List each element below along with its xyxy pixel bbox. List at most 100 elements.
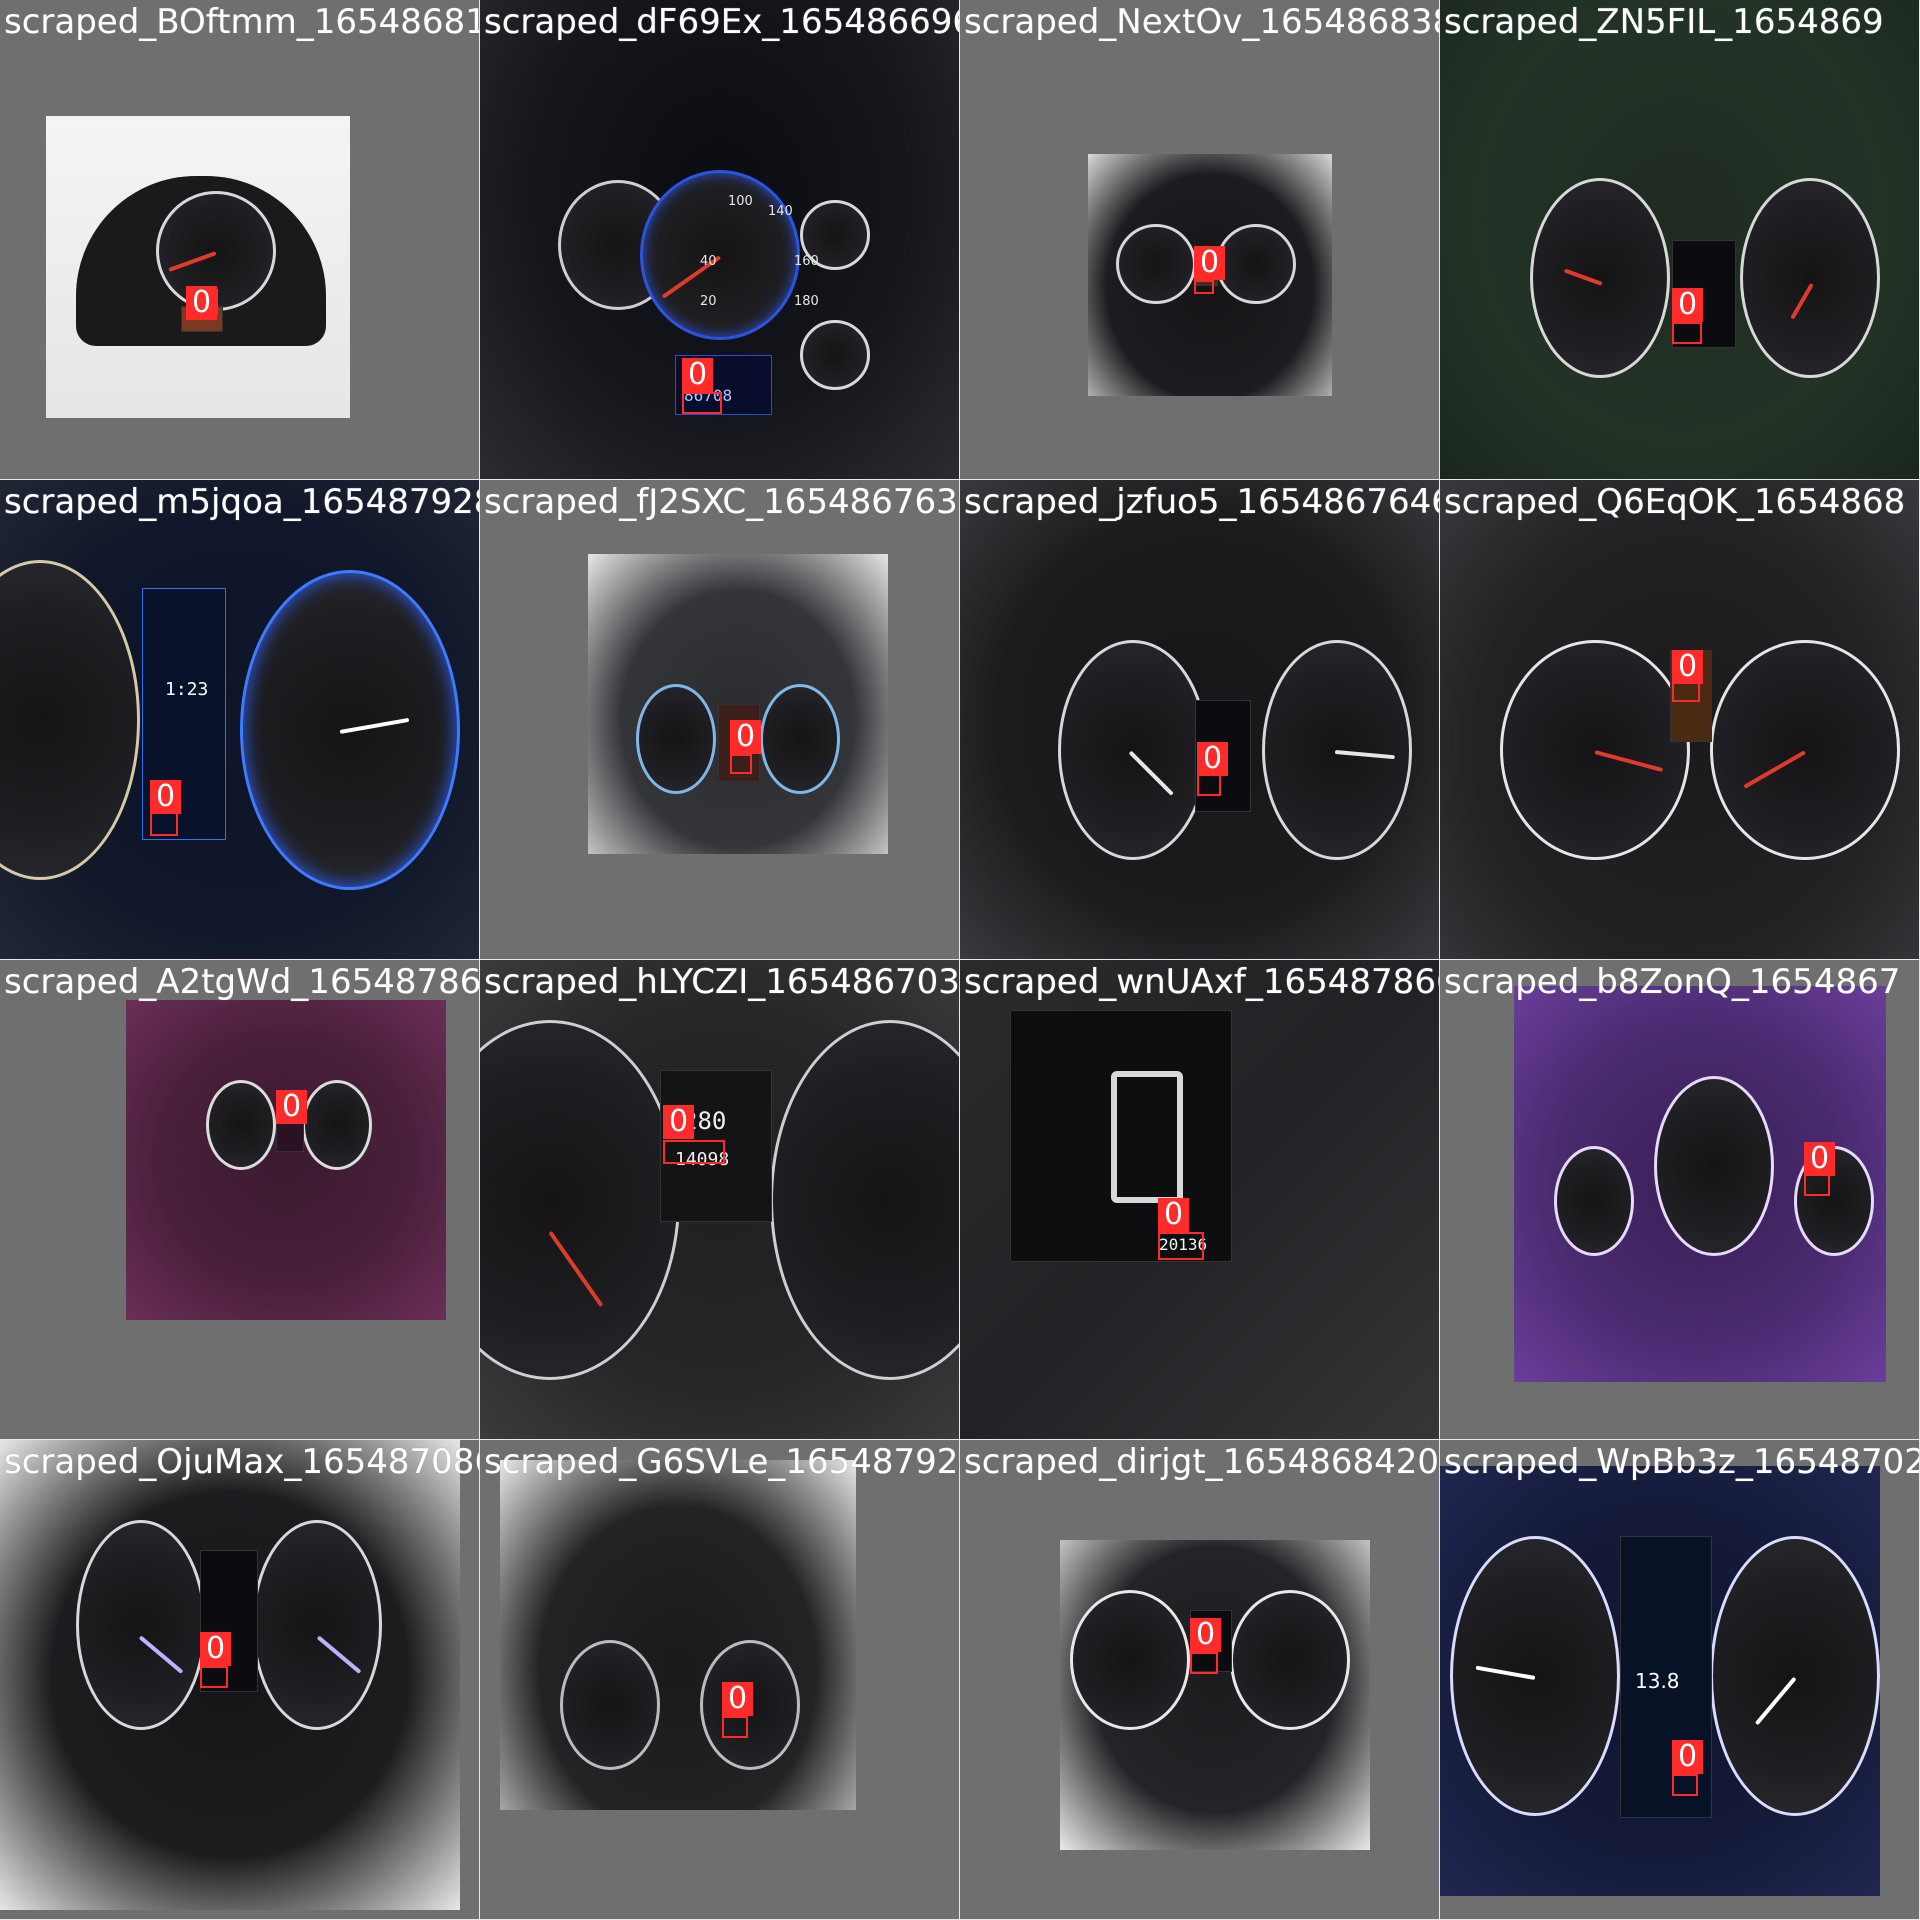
- detection-label: 0: [1672, 288, 1704, 322]
- fuel-gauge: [800, 320, 870, 390]
- speedometer: [560, 1640, 660, 1770]
- detection-box: [1158, 1232, 1204, 1260]
- tile-caption: scraped_m5jqoa_1654879285221.jpg: [4, 482, 480, 522]
- detection-label: 0: [730, 720, 762, 754]
- speedometer: [1710, 640, 1900, 860]
- fuel-economy-value: 13.8: [1635, 1669, 1680, 1693]
- tile-12: scraped_b8ZonQ_1654867 0: [1440, 960, 1920, 1440]
- dashboard-photo: 280 14098 0: [480, 960, 959, 1439]
- tile-14: 0 scraped_G6SVLe_1654879293356.jpg: [480, 1440, 960, 1920]
- detection-label: 0: [1672, 650, 1704, 684]
- tile-caption: scraped_WpBb3z_16548702: [1444, 1442, 1920, 1482]
- detection-label: 0: [1158, 1198, 1190, 1232]
- tile-13: 0 scraped_OjuMax_1654870864259.jpg: [0, 1440, 480, 1920]
- dashboard-photo: 0: [960, 480, 1439, 959]
- dashboard-photo: 0: [126, 1000, 446, 1320]
- dashboard-photo: 0: [500, 1460, 856, 1810]
- tick-label: 20: [700, 294, 717, 309]
- tile-caption: scraped_b8ZonQ_1654867: [1444, 962, 1901, 1002]
- tachometer: [770, 1020, 959, 1380]
- tile-1: scraped_BOftmm_1654868138502.jpg 0: [0, 0, 480, 480]
- tick-label: 180: [794, 294, 819, 309]
- tile-caption: scraped_wnUAxf_1654878664282.jpg: [964, 962, 1439, 1002]
- tile-10: 280 14098 0 scraped_hLYCZI_1654867035290…: [480, 960, 960, 1440]
- tile-5: 1:23 0 scraped_m5jqoa_1654879285221.jpg: [0, 480, 480, 960]
- tile-caption: scraped_A2tgWd_1654878679181.jpg: [4, 962, 480, 1002]
- dashboard-photo: 1:23 0: [0, 480, 479, 959]
- clock-value: 1:23: [165, 679, 209, 700]
- detection-label: 0: [1197, 742, 1229, 776]
- dashboard-photo: 0: [1440, 480, 1919, 959]
- detection-box: [663, 1140, 725, 1164]
- tachometer: [1230, 1590, 1350, 1730]
- info-display: 13.8: [1620, 1536, 1712, 1818]
- tick-label: 160: [794, 254, 819, 269]
- speedometer: [76, 1520, 206, 1730]
- odometer-value: 20136: [1159, 1235, 1208, 1254]
- detection-box: [1197, 774, 1221, 796]
- tile-caption: scraped_fJ2SXC_1654867632106.jpg: [484, 482, 959, 522]
- speedometer: [1216, 224, 1296, 304]
- tile-6: scraped_fJ2SXC_1654867632106.jpg 0: [480, 480, 960, 960]
- dashboard-photo: 0: [0, 1440, 460, 1910]
- odometer-value: 14098: [675, 1149, 730, 1170]
- tachometer: [1262, 640, 1412, 860]
- detection-label: 0: [722, 1682, 754, 1716]
- speedometer: [1740, 178, 1880, 378]
- tick-label: 140: [768, 204, 793, 219]
- dashboard-photo: 20136 0: [960, 960, 1439, 1439]
- tachometer: [636, 684, 716, 794]
- info-display: 280 14098: [660, 1070, 772, 1222]
- detection-box: [200, 1666, 228, 1688]
- temp-gauge: [800, 200, 870, 270]
- tachometer: [1116, 224, 1196, 304]
- tile-caption: scraped_NextOv_1654868387723.jpg: [964, 2, 1440, 42]
- info-display: [200, 1550, 258, 1692]
- dashboard-photo: 0: [1060, 1540, 1370, 1850]
- detection-box: [1672, 1774, 1698, 1796]
- tile-7: 0 scraped_jzfuo5_1654867646932.jpg: [960, 480, 1440, 960]
- detection-label: 0: [150, 780, 182, 814]
- dashboard-photo: 0: [46, 116, 350, 418]
- tile-11: 20136 0 scraped_wnUAxf_1654878664282.jpg: [960, 960, 1440, 1440]
- detection-label: 0: [1194, 246, 1226, 280]
- detection-box: [1190, 1652, 1218, 1674]
- tile-caption: scraped_OjuMax_1654870864259.jpg: [4, 1442, 480, 1482]
- detection-box: [1194, 280, 1214, 294]
- tile-8: 0 scraped_Q6EqOK_1654868: [1440, 480, 1920, 960]
- tile-caption: scraped_BOftmm_1654868138502.jpg: [4, 2, 479, 42]
- speedometer: [480, 1020, 680, 1380]
- tile-16: 13.8 0 scraped_WpBb3z_16548702: [1440, 1440, 1920, 1920]
- tile-caption: scraped_jzfuo5_1654867646932.jpg: [964, 482, 1439, 522]
- speedometer: [0, 560, 140, 880]
- info-display: 1:23: [142, 588, 226, 840]
- tachometer: [206, 1080, 276, 1170]
- dashboard-photo: 13.8 0: [1440, 1466, 1880, 1896]
- tachometer: [1554, 1146, 1634, 1256]
- detection-box: [682, 392, 722, 414]
- tachometer: [1530, 178, 1670, 378]
- tile-15: scraped_dirjgt_1654868420277.jpg 0: [960, 1440, 1440, 1920]
- detection-label: 0: [276, 1090, 308, 1124]
- tachometer: [252, 1520, 382, 1730]
- detection-box: [1804, 1174, 1830, 1196]
- detection-label: 0: [1804, 1142, 1836, 1176]
- detection-label: 0: [186, 286, 218, 320]
- tile-2: 100 140 160 40 20 180 86708 0 scraped_dF…: [480, 0, 960, 480]
- detection-label: 0: [663, 1105, 695, 1139]
- dashboard-photo: 0: [588, 554, 888, 854]
- tachometer: [1500, 640, 1690, 860]
- speedometer: [640, 170, 800, 340]
- tile-9: scraped_A2tgWd_1654878679181.jpg 0: [0, 960, 480, 1440]
- detection-label: 0: [200, 1632, 232, 1666]
- speedometer: [302, 1080, 372, 1170]
- tile-4: 0 scraped_ZN5FIL_1654869: [1440, 0, 1920, 480]
- speedometer: [760, 684, 840, 794]
- tick-label: 40: [700, 254, 717, 269]
- tick-label: 100: [728, 195, 753, 209]
- detection-label: 0: [1672, 1740, 1704, 1774]
- speed-ticks: 100 140 160 40 20 180: [700, 195, 819, 309]
- tile-caption: scraped_hLYCZI_1654867035290.jpg: [484, 962, 960, 1002]
- speedometer: [1058, 640, 1208, 860]
